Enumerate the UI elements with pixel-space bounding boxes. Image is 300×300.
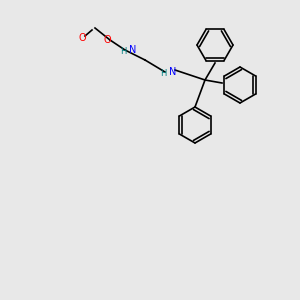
Text: H: H <box>160 70 166 79</box>
Text: N: N <box>169 67 177 77</box>
Text: N: N <box>129 45 137 55</box>
Text: O: O <box>78 33 86 43</box>
Text: O: O <box>103 35 111 45</box>
Text: H: H <box>120 47 126 56</box>
